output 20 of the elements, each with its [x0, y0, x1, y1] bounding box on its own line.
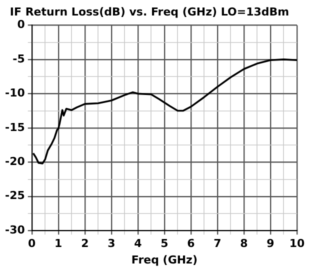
x-tick-label: 10	[289, 237, 305, 250]
x-tick-label: 0	[28, 237, 36, 250]
x-tick-label: 6	[187, 237, 196, 250]
x-tick-label: 4	[134, 237, 142, 250]
x-tick-label: 1	[54, 237, 62, 250]
y-tick-label: -20	[5, 154, 26, 168]
x-tick-label: 7	[214, 237, 222, 250]
y-tick-label: -5	[12, 52, 25, 66]
x-tick-label: 8	[240, 237, 248, 250]
x-tick-label: 2	[81, 237, 89, 250]
x-tick-label: 5	[160, 237, 168, 250]
x-axis-title: Freq (GHz)	[131, 253, 198, 266]
y-tick-label: -10	[5, 86, 26, 100]
x-tick-label: 9	[266, 237, 274, 250]
chart-title: IF Return Loss(dB) vs. Freq (GHz) LO=13dBm	[10, 5, 290, 18]
y-tick-label: -30	[5, 223, 26, 236]
y-tick-label: -25	[5, 189, 25, 202]
y-tick-label: 0	[17, 18, 26, 32]
y-tick-label: -15	[5, 120, 25, 134]
x-tick-label: 3	[108, 237, 116, 250]
